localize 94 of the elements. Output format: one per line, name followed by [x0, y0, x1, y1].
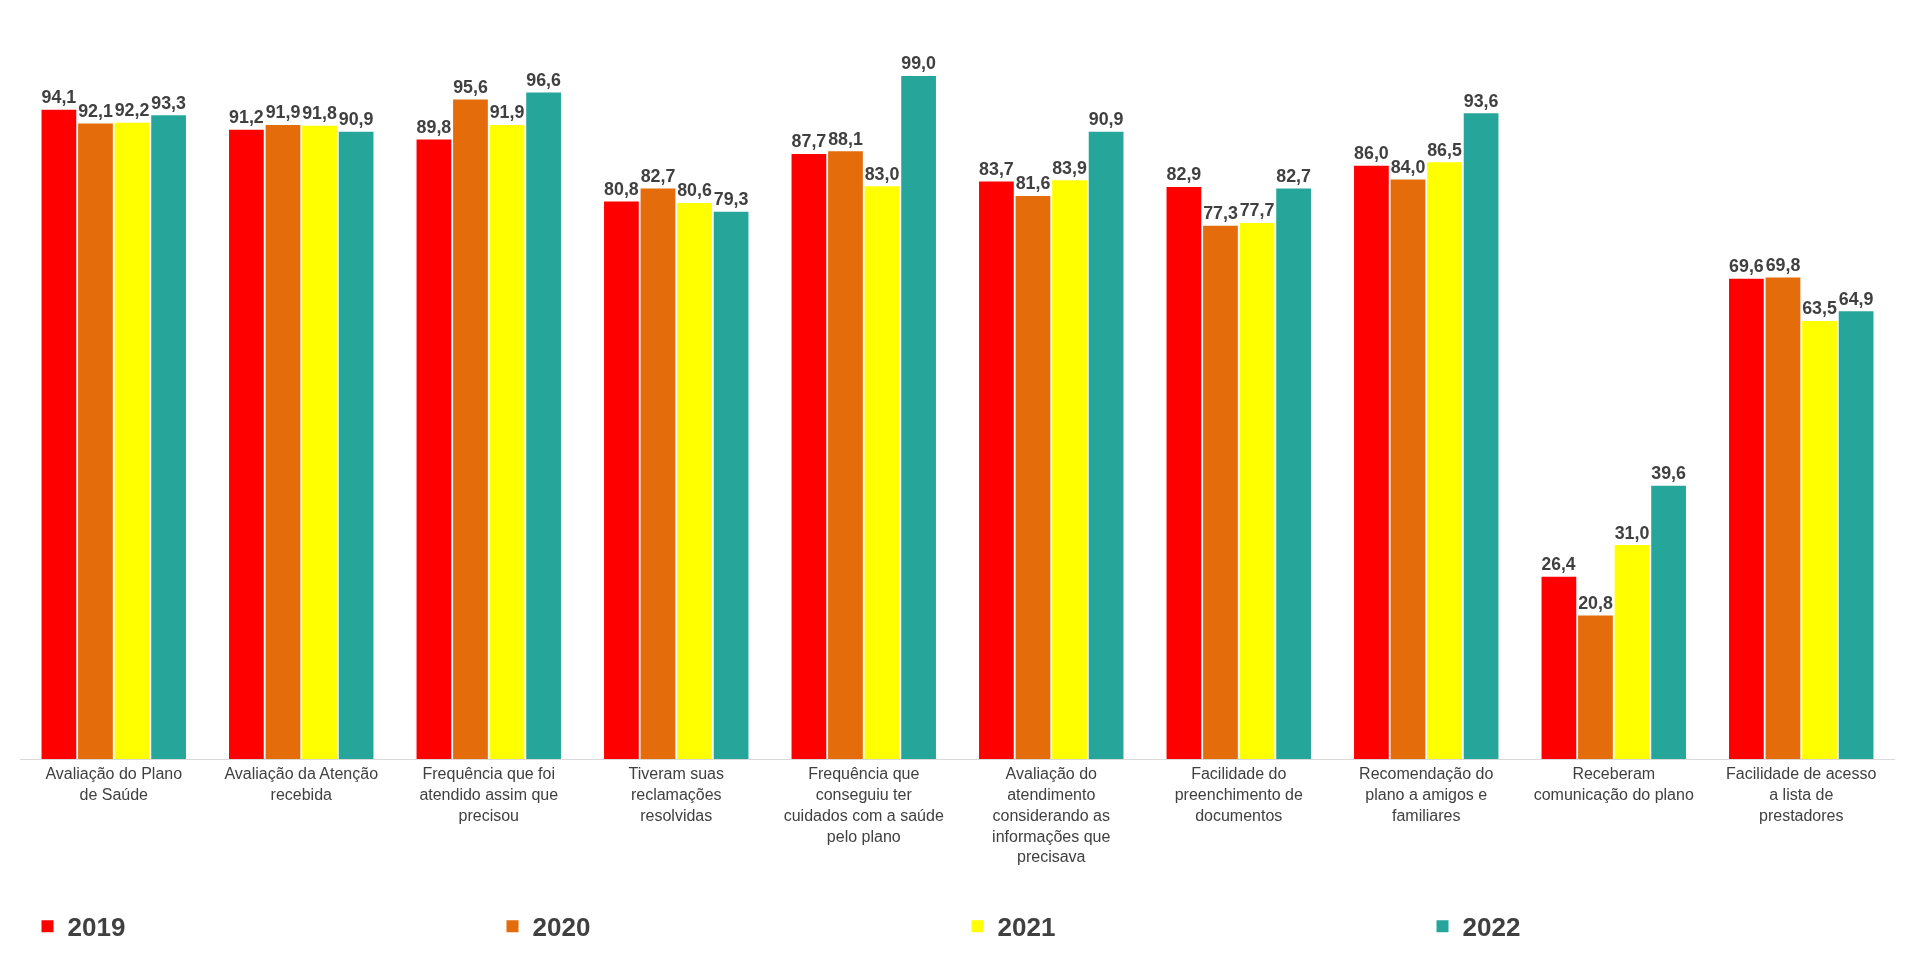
x-tick-label: Avaliação da Atenção recebida	[224, 765, 379, 803]
bar	[1541, 576, 1577, 759]
bar	[1463, 113, 1499, 759]
bar	[791, 153, 827, 759]
legend-label: 2022	[1462, 912, 1521, 943]
data-label: 26,4	[1541, 554, 1576, 575]
data-label: 82,7	[640, 165, 676, 186]
x-tick-label: Receberam comunicação do plano	[1533, 765, 1694, 803]
bar	[229, 129, 264, 759]
legend-label: 2019	[67, 912, 126, 943]
data-label: 96,6	[526, 69, 562, 90]
bar	[979, 181, 1014, 759]
x-tick-label: Facilidade de acesso a lista de prestadores	[1726, 765, 1877, 824]
bar	[1052, 180, 1087, 759]
data-label: 79,3	[713, 189, 749, 210]
data-label: 31,0	[1614, 522, 1650, 543]
data-label: 39,6	[1651, 463, 1687, 484]
x-tick-label: Avaliação do atendimento considerando as informações que precisava	[992, 765, 1111, 866]
data-label: 99,0	[901, 53, 937, 74]
bar	[1354, 165, 1389, 759]
data-label: 93,3	[151, 92, 187, 113]
bar	[416, 139, 452, 759]
data-label: 88,1	[828, 128, 863, 149]
data-label: 81,6	[1015, 173, 1051, 194]
data-label: 83,9	[1052, 157, 1087, 178]
data-label: 95,6	[453, 76, 488, 97]
data-label: 90,9	[338, 109, 374, 130]
legend-label: 2020	[532, 912, 591, 943]
bar	[1015, 196, 1051, 759]
data-label: 80,6	[677, 180, 712, 201]
x-tick-label: Avaliação do Plano de Saúde	[45, 765, 183, 803]
bar	[1166, 187, 1202, 759]
data-label: 77,3	[1203, 203, 1238, 224]
data-label: 86,0	[1354, 143, 1389, 164]
data-label: 63,5	[1802, 298, 1837, 319]
bar	[1729, 278, 1764, 759]
data-label: 82,9	[1166, 164, 1202, 185]
bar	[489, 124, 525, 759]
data-label: 94,1	[41, 87, 77, 108]
data-label: 20,8	[1578, 592, 1613, 613]
x-tick-label: Recomendação do plano a amigos e familiares	[1359, 765, 1494, 824]
bar	[114, 122, 150, 759]
data-label: 91,2	[229, 107, 264, 128]
bar	[453, 99, 488, 759]
data-label: 69,8	[1765, 254, 1801, 275]
x-tick-label: Frequência que conseguiu ter cuidados com a saúde pelo plano	[783, 765, 944, 845]
data-label: 83,0	[864, 163, 900, 184]
x-tick-label: Tiveram suas reclamações resolvidas	[628, 765, 724, 824]
x-tick-label: Frequência que foi atendido assim que precisou	[419, 765, 559, 824]
data-label: 90,9	[1088, 109, 1124, 130]
bar	[41, 109, 77, 759]
data-label: 92,2	[114, 100, 150, 121]
data-label: 83,7	[979, 158, 1014, 179]
legend-label: 2021	[997, 912, 1056, 943]
data-label: 80,8	[604, 178, 639, 199]
bar	[677, 202, 712, 759]
data-label: 87,7	[791, 131, 827, 152]
bar	[1427, 162, 1462, 759]
bar	[78, 123, 113, 759]
bar	[1239, 222, 1275, 759]
data-label: 84,0	[1390, 156, 1426, 177]
bar	[640, 188, 676, 759]
data-label: 64,9	[1838, 288, 1874, 309]
bar	[1578, 615, 1613, 759]
data-label: 91,8	[302, 103, 337, 124]
bar	[1276, 188, 1311, 759]
data-label: 77,7	[1239, 200, 1275, 221]
bar	[1203, 225, 1238, 759]
x-tick-label: Facilidade do preenchimento de documentos	[1174, 765, 1303, 824]
bar	[265, 124, 301, 759]
bar	[526, 92, 561, 759]
bar	[1088, 131, 1124, 759]
bar	[302, 125, 337, 759]
bar	[713, 211, 749, 759]
bar	[151, 115, 186, 759]
bar	[1765, 277, 1801, 759]
bar	[1390, 179, 1426, 759]
data-label: 82,7	[1276, 165, 1312, 186]
data-label: 92,1	[78, 100, 113, 121]
bar	[604, 201, 639, 759]
data-label: 91,9	[489, 102, 525, 123]
bar	[828, 151, 863, 759]
data-label: 91,9	[265, 102, 301, 123]
bar	[864, 186, 900, 759]
data-label: 69,6	[1729, 256, 1764, 277]
data-label: 89,8	[416, 116, 452, 137]
bar	[1651, 485, 1686, 759]
data-label: 93,6	[1463, 90, 1499, 111]
bar	[1838, 311, 1874, 759]
bar	[338, 131, 374, 759]
data-label: 86,5	[1427, 139, 1462, 160]
bar	[1614, 545, 1650, 759]
bar	[901, 75, 936, 759]
bar	[1802, 320, 1837, 759]
